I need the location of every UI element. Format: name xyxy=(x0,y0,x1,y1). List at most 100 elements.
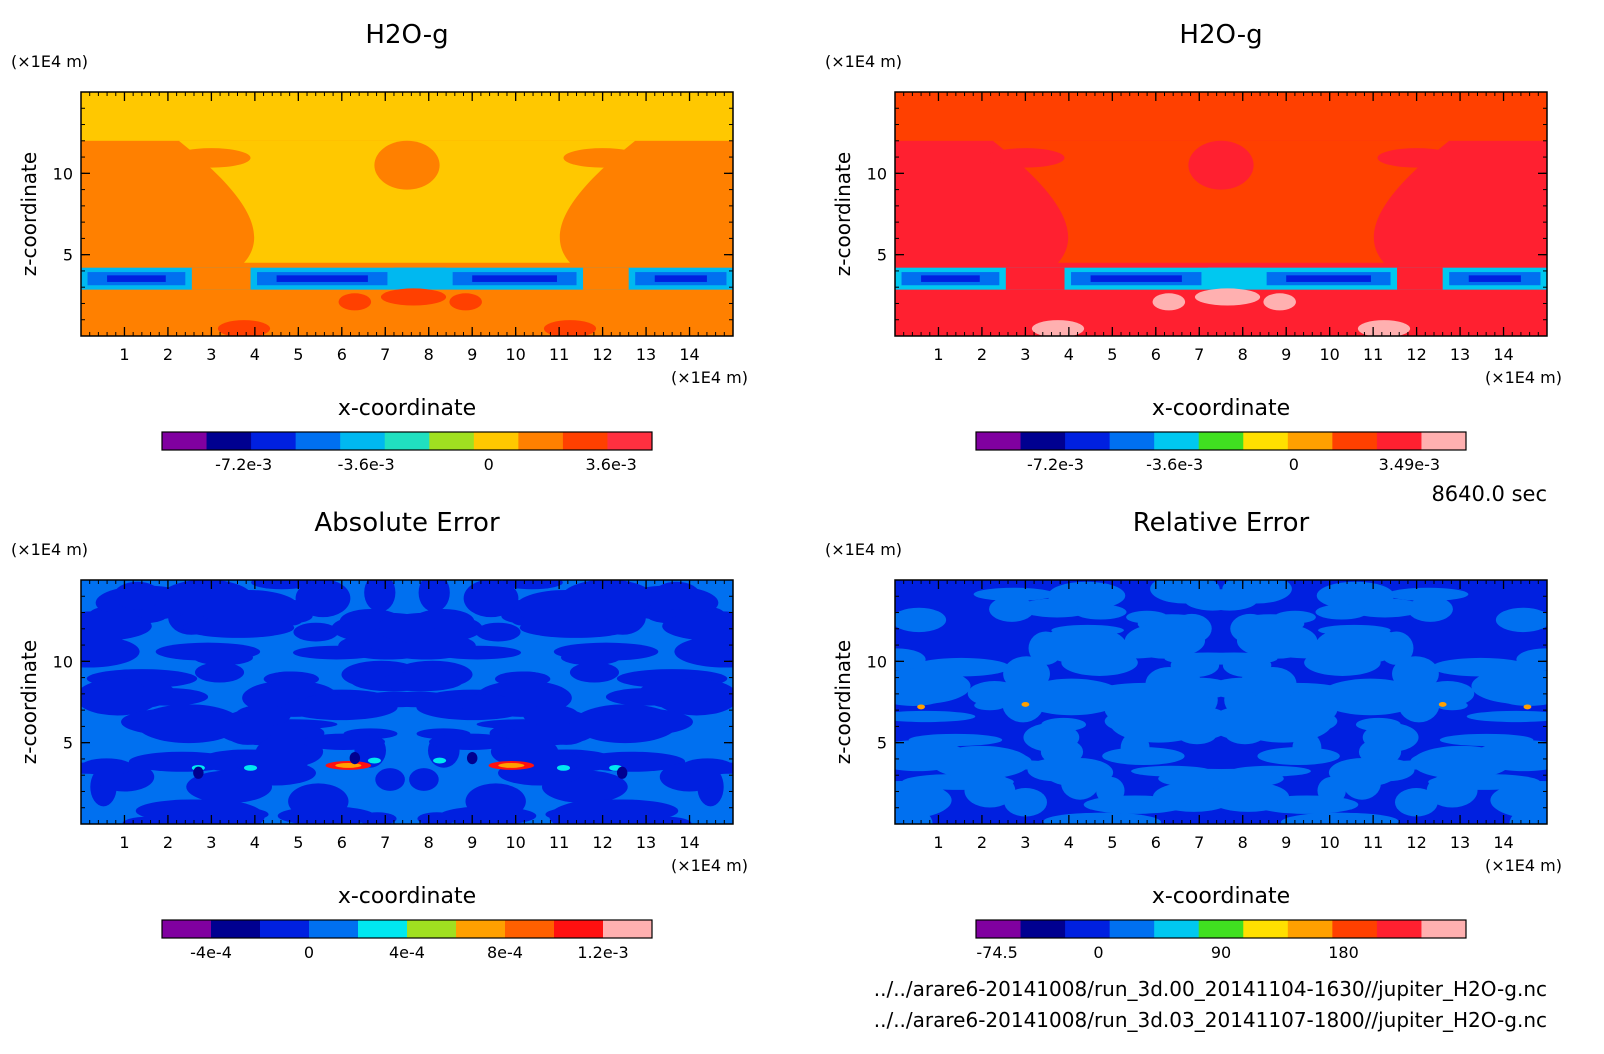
field-patch xyxy=(908,733,1003,746)
colorbar-swatch xyxy=(162,432,208,450)
colorbar-swatch xyxy=(1020,432,1066,450)
colorbar-swatch xyxy=(1154,432,1200,450)
field-band-core xyxy=(472,275,557,282)
colorbar: -7.2e-3 -3.6e-3 0 3.49e-3 xyxy=(975,431,1467,474)
colorbar-swatch xyxy=(456,920,506,938)
field-patch xyxy=(375,768,405,791)
field-patch xyxy=(1003,656,1050,692)
colorbar-swatch xyxy=(607,432,653,450)
field-patch xyxy=(1225,725,1265,745)
field-patch xyxy=(433,645,522,660)
field-patch xyxy=(1067,639,1180,659)
field-patch xyxy=(475,622,521,642)
field-patch xyxy=(895,607,947,633)
colorbar-swatch xyxy=(1332,432,1378,450)
x-tick-label: 11 xyxy=(549,833,569,852)
field-patch xyxy=(1318,678,1423,716)
field-patch xyxy=(674,635,733,668)
plot-frame xyxy=(894,91,1548,337)
colorbar-swatch xyxy=(251,432,297,450)
field-blob xyxy=(563,148,642,168)
field-patch xyxy=(1041,717,1087,732)
field-gap xyxy=(1397,267,1443,290)
field-patch xyxy=(430,620,482,631)
x-tick-label: 7 xyxy=(380,345,390,364)
colorbar-frame xyxy=(161,431,653,451)
field-band-core xyxy=(654,275,707,282)
field-patch xyxy=(1104,692,1169,726)
colorbar-swatch xyxy=(603,920,653,938)
field-patch xyxy=(1474,740,1547,772)
plot-frame xyxy=(80,579,734,825)
x-tick-label: 10 xyxy=(1319,345,1339,364)
field-patch xyxy=(895,740,968,772)
field-patch xyxy=(364,580,396,612)
colorbar-tick-label: 8e-4 xyxy=(487,943,523,962)
field-hotspot xyxy=(498,763,525,768)
field-patch xyxy=(233,748,309,775)
x-tick-label: 9 xyxy=(467,833,477,852)
x-tick-label: 13 xyxy=(1450,345,1470,364)
x-tick-label: 4 xyxy=(250,345,260,364)
x-tick-label: 13 xyxy=(1450,833,1470,852)
x-tick-label: 2 xyxy=(977,345,987,364)
field-patch xyxy=(1407,596,1453,622)
colorbar-swatch xyxy=(1198,920,1244,938)
field-blob xyxy=(986,148,1065,168)
field-spot xyxy=(1021,702,1030,707)
colorbar-tick-label: 1.2e-3 xyxy=(577,943,628,962)
x-tick-label: 5 xyxy=(1107,345,1117,364)
x-tick-label: 10 xyxy=(1319,833,1339,852)
colorbar-swatch xyxy=(1109,432,1155,450)
heatmap-field xyxy=(895,92,1547,336)
field-gap xyxy=(1207,267,1261,279)
field-patch xyxy=(1004,787,1048,817)
chart-title: H2O-g xyxy=(365,20,448,50)
field-patch xyxy=(1420,680,1475,707)
y-tick-label: 10 xyxy=(867,652,887,671)
colorbar-tick-label: 180 xyxy=(1328,943,1359,962)
field-patch xyxy=(1044,758,1114,787)
colorbar-tick-label: 4e-4 xyxy=(389,943,425,962)
x-tick-label: 8 xyxy=(1238,345,1248,364)
field-spot xyxy=(1438,702,1447,707)
field-patch xyxy=(553,642,659,661)
field-patch xyxy=(196,589,300,626)
colorbar-tick-label: 3.6e-3 xyxy=(586,455,637,474)
colorbar-tick-label: -7.2e-3 xyxy=(1027,455,1084,474)
field-gap xyxy=(583,267,629,290)
field-patch xyxy=(668,678,719,704)
x-unit-label: (×1E4 m) xyxy=(1485,856,1562,875)
x-tick-label: 12 xyxy=(592,345,612,364)
field-patch xyxy=(652,581,701,610)
field-blob xyxy=(1152,293,1186,311)
field-patch xyxy=(565,799,679,823)
field-blob xyxy=(338,293,372,311)
colorbar-tick-label: 0 xyxy=(1289,455,1299,474)
x-tick-label: 6 xyxy=(1151,833,1161,852)
field-patch xyxy=(1074,604,1127,620)
colorbar-swatch xyxy=(1421,432,1467,450)
colorbar-swatch xyxy=(518,432,564,450)
field-patch xyxy=(182,617,295,638)
field-spot xyxy=(349,752,361,765)
colorbar-swatch xyxy=(554,920,604,938)
y-tick-label: 10 xyxy=(53,652,73,671)
x-tick-label: 3 xyxy=(1020,833,1030,852)
colorbar-swatch xyxy=(358,920,408,938)
field-patch xyxy=(1181,768,1284,789)
field-patch xyxy=(277,806,375,824)
field-patch xyxy=(113,581,162,610)
colorbar-tick-label: -7.2e-3 xyxy=(215,455,272,474)
x-tick-label: 9 xyxy=(1281,833,1291,852)
field-spot xyxy=(917,704,925,710)
field-patch xyxy=(989,596,1035,622)
field-patch xyxy=(582,708,693,736)
field-patch xyxy=(1073,629,1105,645)
field-blob xyxy=(1194,288,1261,306)
y-tick-label: 5 xyxy=(63,734,73,753)
x-tick-label: 8 xyxy=(424,833,434,852)
